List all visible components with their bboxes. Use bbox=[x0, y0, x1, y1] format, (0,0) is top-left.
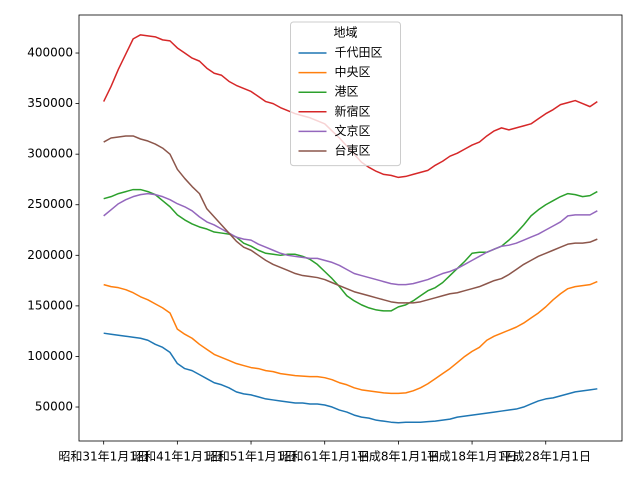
y-tick-label: 50000 bbox=[35, 400, 73, 414]
line bbox=[103, 188, 598, 312]
legend-label: 千代田区 bbox=[335, 46, 383, 60]
line bbox=[103, 192, 598, 286]
legend-label: 中央区 bbox=[335, 64, 371, 79]
x-tick-label: 平成8年1月1日 bbox=[357, 450, 440, 464]
legend-label: 文京区 bbox=[335, 123, 371, 138]
x-tick-label: 昭和61年1月1日 bbox=[279, 450, 370, 464]
y-tick-label: 150000 bbox=[27, 298, 73, 312]
legend-box bbox=[290, 21, 401, 167]
y-tick-label: 400000 bbox=[27, 46, 73, 60]
legend-label: 港区 bbox=[335, 85, 359, 99]
y-tick-label: 100000 bbox=[27, 349, 73, 363]
line bbox=[103, 280, 598, 395]
y-tick-label: 200000 bbox=[27, 248, 73, 262]
legend-label: 台東区 bbox=[335, 143, 371, 158]
x-tick-label: 平成18年1月1日 bbox=[427, 450, 518, 464]
y-tick-label: 250000 bbox=[27, 197, 73, 211]
y-tick-label: 300000 bbox=[27, 147, 73, 161]
legend-title: 地域 bbox=[333, 26, 357, 40]
x-tick-label: 昭和51年1月1日 bbox=[206, 450, 297, 464]
line bbox=[103, 332, 598, 424]
line bbox=[103, 135, 598, 304]
y-tick-label: 350000 bbox=[27, 96, 73, 110]
axes-frame bbox=[78, 14, 623, 442]
x-tick-label: 昭和31年1月1日 bbox=[58, 450, 149, 464]
x-tick-label: 昭和41年1月1日 bbox=[132, 450, 223, 464]
x-tick-label: 平成28年1月1日 bbox=[500, 450, 591, 464]
legend-label: 新宿区 bbox=[335, 103, 371, 118]
